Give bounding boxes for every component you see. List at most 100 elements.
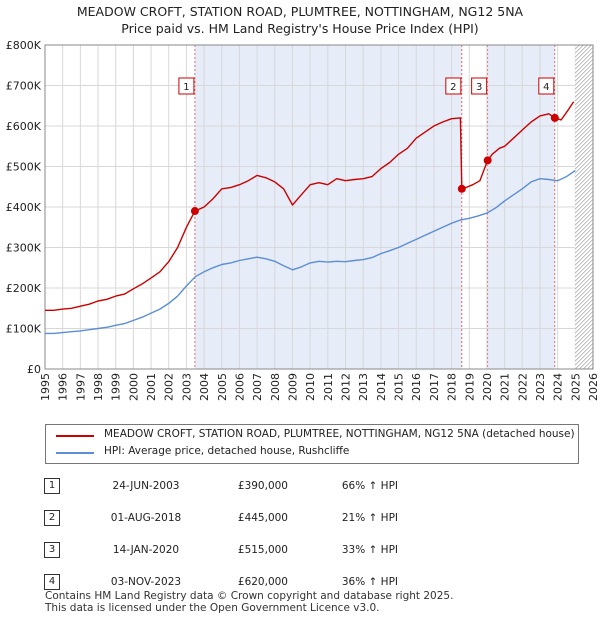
- forecast-hatch-line: [575, 319, 594, 338]
- forecast-hatch-line: [575, 83, 594, 102]
- forecast-hatch-line: [575, 163, 594, 182]
- forecast-hatch-line: [575, 183, 594, 202]
- legend-swatch-hpi: [56, 452, 94, 454]
- x-tick-label: 2014: [375, 373, 388, 401]
- legend-label-property: MEADOW CROFT, STATION ROAD, PLUMTREE, NO…: [104, 428, 575, 440]
- x-tick-label: 2003: [180, 373, 193, 401]
- chart-subtitle: Price paid vs. HM Land Registry's House …: [121, 21, 479, 36]
- sale-number-badge: 3: [44, 542, 60, 558]
- forecast-hatch-line: [575, 283, 594, 302]
- forecast-hatch-line: [575, 335, 594, 354]
- forecast-hatch-line: [575, 299, 594, 318]
- forecast-hatch-line: [575, 315, 594, 334]
- x-tick-label: 2002: [163, 373, 176, 401]
- forecast-hatch-line: [575, 147, 594, 166]
- forecast-hatch-line: [575, 115, 594, 134]
- forecast-hatch-line: [575, 123, 594, 142]
- forecast-hatch-line: [575, 263, 594, 282]
- forecast-hatch-line: [575, 227, 594, 246]
- x-tick-label: 2009: [286, 373, 299, 401]
- forecast-hatch-line: [575, 71, 594, 90]
- forecast-hatch-line: [575, 287, 594, 306]
- series-line-hpi: [45, 169, 576, 335]
- forecast-hatch-line: [575, 191, 594, 210]
- forecast-hatch-line: [575, 159, 594, 178]
- sale-label-number: 4: [543, 82, 549, 93]
- forecast-hatch-line: [575, 239, 594, 258]
- forecast-hatch-line: [575, 275, 594, 294]
- y-tick-label: £800K: [6, 39, 42, 52]
- sale-hpi-change: 33% ↑ HPI: [341, 544, 398, 556]
- chart-legend: MEADOW CROFT, STATION ROAD, PLUMTREE, NO…: [45, 424, 579, 464]
- sale-hpi-change: 36% ↑ HPI: [341, 576, 398, 588]
- x-tick-label: 1997: [74, 373, 87, 401]
- sale-point: [457, 184, 466, 193]
- plot-frame: [44, 44, 594, 370]
- forecast-hatch-line: [575, 235, 594, 254]
- forecast-hatch-line: [575, 271, 594, 290]
- forecast-hatch-line: [575, 179, 594, 198]
- forecast-hatch-line: [575, 167, 594, 186]
- footer-attribution: Contains HM Land Registry data © Crown c…: [45, 590, 453, 614]
- forecast-hatch-line: [575, 295, 594, 314]
- x-tick-label: 1996: [57, 373, 70, 401]
- x-tick-label: 2011: [322, 373, 335, 401]
- forecast-hatch-line: [575, 139, 594, 158]
- forecast-hatch-line: [575, 119, 594, 138]
- forecast-hatch-line: [575, 47, 594, 66]
- forecast-hatch-line: [575, 175, 594, 194]
- forecast-hatch-line: [587, 363, 594, 370]
- forecast-hatch-line: [575, 55, 594, 74]
- x-tick-label: 2016: [410, 373, 423, 401]
- forecast-hatch-line: [575, 247, 594, 266]
- x-tick-label: 2022: [516, 373, 529, 401]
- forecast-hatch-line: [575, 111, 594, 130]
- x-tick-label: 2004: [198, 373, 211, 401]
- sale-label-box: [471, 77, 488, 95]
- forecast-hatch-line: [575, 59, 594, 78]
- sale-label-box: [445, 77, 462, 95]
- forecast-hatch-line: [575, 291, 594, 310]
- forecast-hatch-line: [575, 343, 594, 362]
- x-tick-label: 2010: [304, 373, 317, 401]
- x-tick-label: 2020: [481, 373, 494, 401]
- sale-price: £620,000: [237, 576, 288, 588]
- x-tick-label: 1998: [92, 373, 105, 401]
- sale-price: £515,000: [237, 544, 288, 556]
- forecast-hatch-line: [575, 75, 594, 94]
- forecast-hatch-line: [575, 255, 594, 274]
- sale-number-badge: 1: [44, 478, 60, 494]
- forecast-hatch-line: [575, 251, 594, 270]
- forecast-hatch-line: [575, 311, 594, 330]
- sale-label-box: [538, 77, 555, 95]
- sale-hpi-change: 21% ↑ HPI: [341, 512, 398, 524]
- y-tick-label: £100K: [6, 323, 42, 336]
- footer-line-copyright: Contains HM Land Registry data © Crown c…: [45, 590, 454, 602]
- forecast-hatch-line: [575, 267, 594, 286]
- sales-table: 1 24-JUN-2003 £390,000 66% ↑ HPI 2 01-AU…: [42, 470, 398, 598]
- forecast-hatch-line: [575, 231, 594, 250]
- sale-label-number: 1: [183, 82, 189, 93]
- x-tick-label: 2025: [569, 373, 582, 401]
- sale-label-box: [178, 77, 195, 95]
- forecast-hatch-line: [575, 67, 594, 86]
- forecast-hatch-line: [575, 307, 594, 326]
- forecast-hatch-line: [575, 203, 594, 222]
- forecast-hatch-line: [575, 151, 594, 170]
- y-tick-label: £700K: [6, 80, 42, 93]
- forecast-hatch-line: [575, 127, 594, 146]
- sale-point: [483, 156, 492, 165]
- forecast-hatch-line: [575, 99, 594, 118]
- sale-number-badge: 2: [44, 510, 60, 526]
- forecast-hatch-line: [575, 207, 594, 226]
- table-row: 4 03-NOV-2023 £620,000 36% ↑ HPI: [42, 566, 398, 598]
- forecast-hatch-line: [575, 279, 594, 298]
- sale-label-number: 2: [450, 82, 456, 93]
- forecast-hatch-line: [575, 155, 594, 174]
- x-tick-label: 2026: [587, 373, 600, 401]
- table-row: 1 24-JUN-2003 £390,000 66% ↑ HPI: [42, 470, 398, 502]
- forecast-hatch-line: [575, 131, 594, 150]
- x-tick-label: 2001: [145, 373, 158, 401]
- forecast-hatch-line: [575, 199, 594, 218]
- x-tick-label: 2023: [534, 373, 547, 401]
